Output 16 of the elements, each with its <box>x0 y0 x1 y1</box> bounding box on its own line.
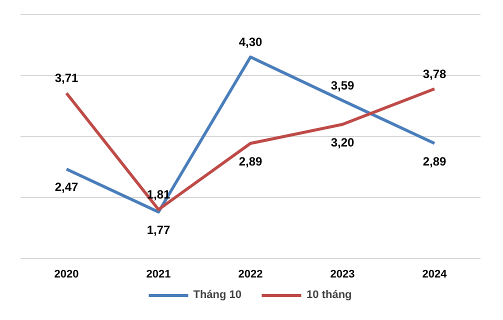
x-tick-label: 2021 <box>146 268 171 280</box>
x-tick-label: 2024 <box>422 268 448 280</box>
data-label: 4,30 <box>238 35 263 49</box>
data-label: 2,89 <box>238 154 263 168</box>
data-label: 3,59 <box>330 78 355 92</box>
data-label: 3,78 <box>422 66 447 81</box>
data-label: 3,71 <box>54 71 79 86</box>
x-tick-label: 2022 <box>238 268 263 280</box>
legend-label: Tháng 10 <box>193 289 242 301</box>
data-label: 3,20 <box>330 135 355 150</box>
x-tick-label: 2020 <box>54 268 79 280</box>
legend-label: 10 tháng <box>306 289 352 301</box>
data-label: 2,47 <box>54 180 79 194</box>
data-label: 1,77 <box>146 223 171 237</box>
x-tick-label: 2023 <box>330 268 355 280</box>
data-label: 2,89 <box>422 154 447 168</box>
